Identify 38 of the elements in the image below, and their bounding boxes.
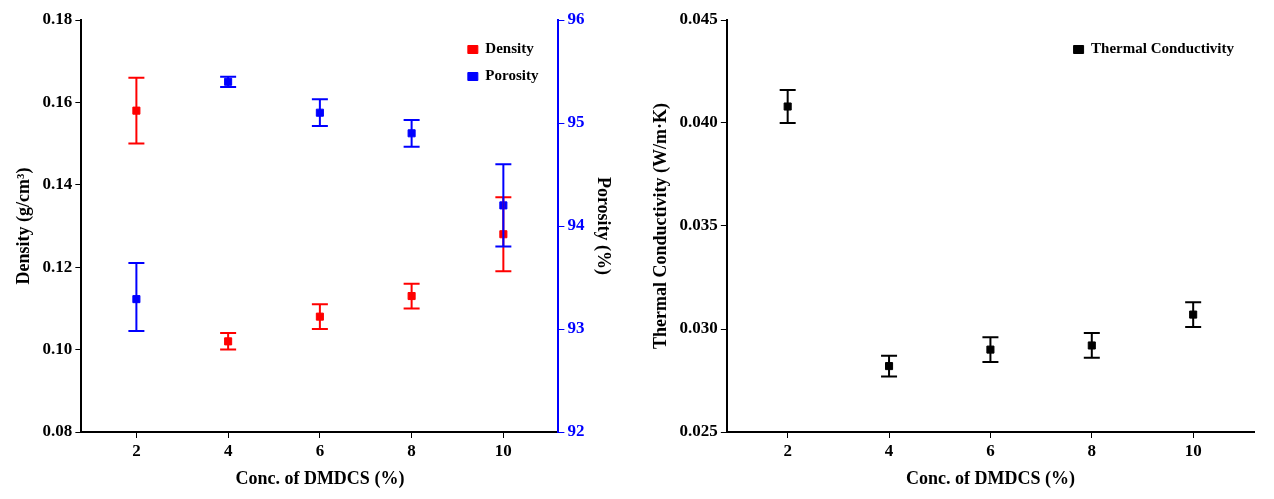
y-tick-label: 0.040 [679,112,718,132]
y2-tick-label: 93 [567,318,585,338]
point [132,106,141,115]
y-tick-label: 0.025 [679,421,718,441]
x-tick-label: 4 [884,440,894,460]
point [783,102,792,111]
x-tick-label: 2 [783,440,792,460]
y-tick-label: 0.08 [42,421,73,441]
x-tick-label: 6 [986,440,995,460]
x-axis-title: Conc. of DMDCS (%) [905,467,1075,489]
y-tick-label: 0.045 [679,9,718,29]
y-tick-label: 0.16 [42,91,73,111]
point [986,345,995,354]
x-tick-label: 6 [315,440,325,460]
y2-tick-label: 92 [567,421,585,441]
y-axis-title: Density (g/cm³) [13,167,35,285]
y-tick-label: 0.18 [42,9,73,29]
y-tick-label: 0.12 [42,256,73,276]
y-tick-label: 0.030 [679,318,718,338]
y2-axis-title: Porosity (%) [592,176,614,276]
legend-label: Thermal Conductivity [1091,40,1235,57]
y2-tick-label: 94 [567,215,585,235]
point [499,201,508,210]
y-tick-label: 0.14 [42,174,73,194]
x-tick-label: 10 [494,440,512,460]
legend-label: Density [485,40,535,57]
x-axis-title: Conc. of DMDCS (%) [235,467,405,489]
x-tick-label: 8 [1087,440,1097,460]
x-tick-label: 8 [407,440,416,460]
y-tick-label: 0.10 [42,338,73,358]
x-tick-label: 4 [223,440,233,460]
y2-tick-label: 96 [567,9,585,29]
y2-tick-label: 95 [567,112,585,132]
y-axis-title: Thermal Conductivity (W/m·K) [650,103,672,349]
y-tick-label: 0.035 [679,215,718,235]
legend-label: Porosity [485,67,539,84]
x-tick-label: 2 [132,440,141,460]
x-tick-label: 10 [1184,440,1202,460]
